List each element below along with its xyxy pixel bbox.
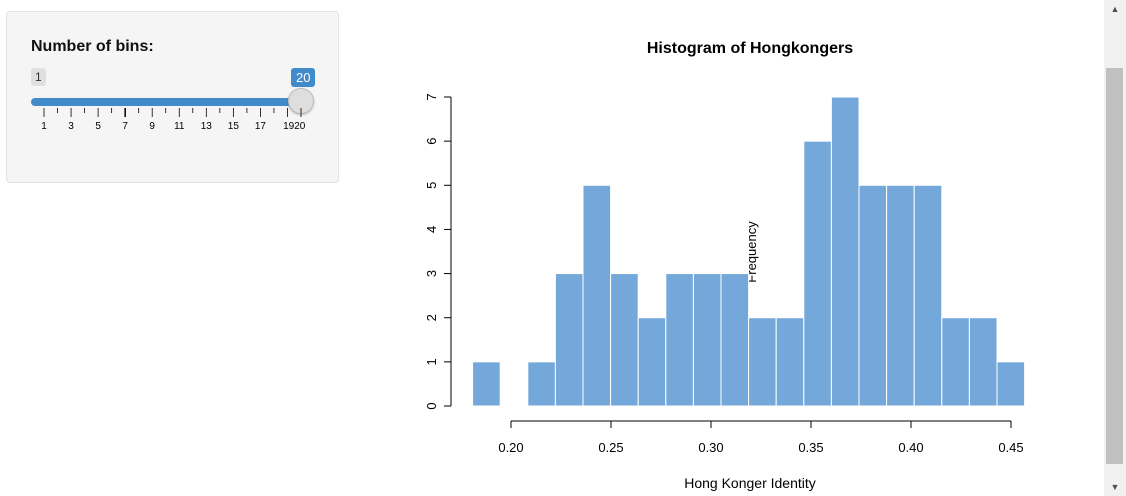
x-tick-label: 0.35 [798,440,823,455]
x-tick-label: 0.20 [498,440,523,455]
slider-tick-label: 5 [95,121,101,132]
slider-tick-label: 1920 [283,121,306,132]
histogram-bar [830,96,860,407]
x-axis: 0.20 0.25 0.30 0.35 0.40 0.45 [498,420,1024,455]
arrow-up-icon[interactable]: ▲ [1110,4,1120,14]
y-axis: 0 1 2 3 4 5 6 7 [424,93,452,410]
histogram-bar [803,140,832,407]
histogram-bar [748,317,777,407]
arrow-down-icon[interactable]: ▼ [1110,482,1120,492]
histogram-bar [941,317,970,407]
histogram-bar [472,361,501,407]
histogram-bar [665,273,694,407]
bins-label: Number of bins: [31,38,154,55]
histogram-bar [610,273,639,407]
histogram-chart: Histogram of Hongkongers Hong Konger Ide… [424,40,1026,491]
x-tick-label: 0.40 [898,440,923,455]
slider-tick-label: 13 [201,121,213,132]
y-tick-label: 3 [424,270,439,277]
histogram-bar [775,317,805,407]
histogram-bar [886,184,915,407]
histogram-bar [637,317,667,407]
histogram-bars [472,96,1026,407]
slider-min-label: 1 [31,68,46,86]
slider-tick-label: 3 [68,121,74,132]
histogram-bar [554,273,584,407]
slider-tick-label: 9 [149,121,155,132]
chart-title: Histogram of Hongkongers [647,40,853,57]
histogram-bar [913,184,943,407]
y-tick-label: 2 [424,314,439,321]
histogram-bar [527,361,556,407]
y-axis-label: Frequency [744,221,759,283]
x-tick-label: 0.25 [598,440,623,455]
x-axis-label: Hong Konger Identity [684,475,816,491]
slider-tick-label: 17 [255,121,267,132]
slider-tick-label: 11 [174,121,185,132]
y-tick-label: 6 [424,138,439,145]
slider-grid: 1 3 5 7 9 11 13 15 17 1920 [41,108,306,132]
x-tick-label: 0.30 [698,440,723,455]
y-tick-label: 0 [424,402,439,409]
slider-tick-label: 7 [122,121,128,132]
y-tick-label: 7 [424,93,439,100]
x-tick-label: 0.45 [998,440,1023,455]
y-tick-label: 4 [424,226,439,233]
slider-tick-label: 15 [228,121,240,132]
histogram-bar [968,317,998,407]
histogram-bar [582,184,612,407]
slider-value-label: 20 [291,68,316,87]
slider-tick-label: 1 [41,121,47,132]
y-tick-label: 1 [424,358,439,365]
histogram-bar [996,361,1026,407]
histogram-bar [720,273,750,407]
scrollbar-thumb[interactable] [1106,68,1123,464]
sidebar-panel: Number of bins: 1 20 1 3 5 7 9 11 13 15 17 1920 [6,11,339,183]
histogram-bar [692,273,722,407]
histogram-bar [858,184,888,407]
page-scrollbar[interactable]: ▲ ▼ [1104,0,1126,496]
y-tick-label: 5 [424,182,439,189]
slider-track[interactable] [31,98,303,106]
